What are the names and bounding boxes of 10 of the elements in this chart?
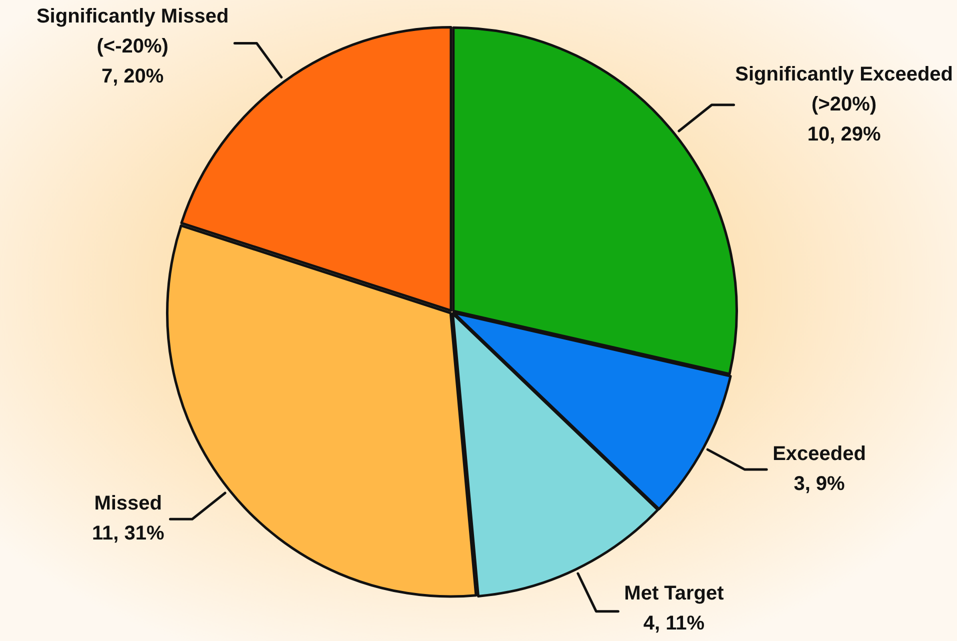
slice-label: Missed <box>94 492 162 515</box>
data-label: 4, 11% <box>643 612 705 635</box>
slice-label: Met Target <box>624 582 724 605</box>
data-label: 3, 9% <box>794 472 846 495</box>
slice-label: Significantly Missed (<-20%) <box>36 6 229 58</box>
data-label: 11, 31% <box>92 522 164 545</box>
data-label: 10, 29% <box>807 123 881 146</box>
slice-label: Exceeded <box>772 442 866 465</box>
slice-label: Significantly Exceeded (>20%) <box>735 63 954 116</box>
data-label: 7, 20% <box>101 66 164 88</box>
